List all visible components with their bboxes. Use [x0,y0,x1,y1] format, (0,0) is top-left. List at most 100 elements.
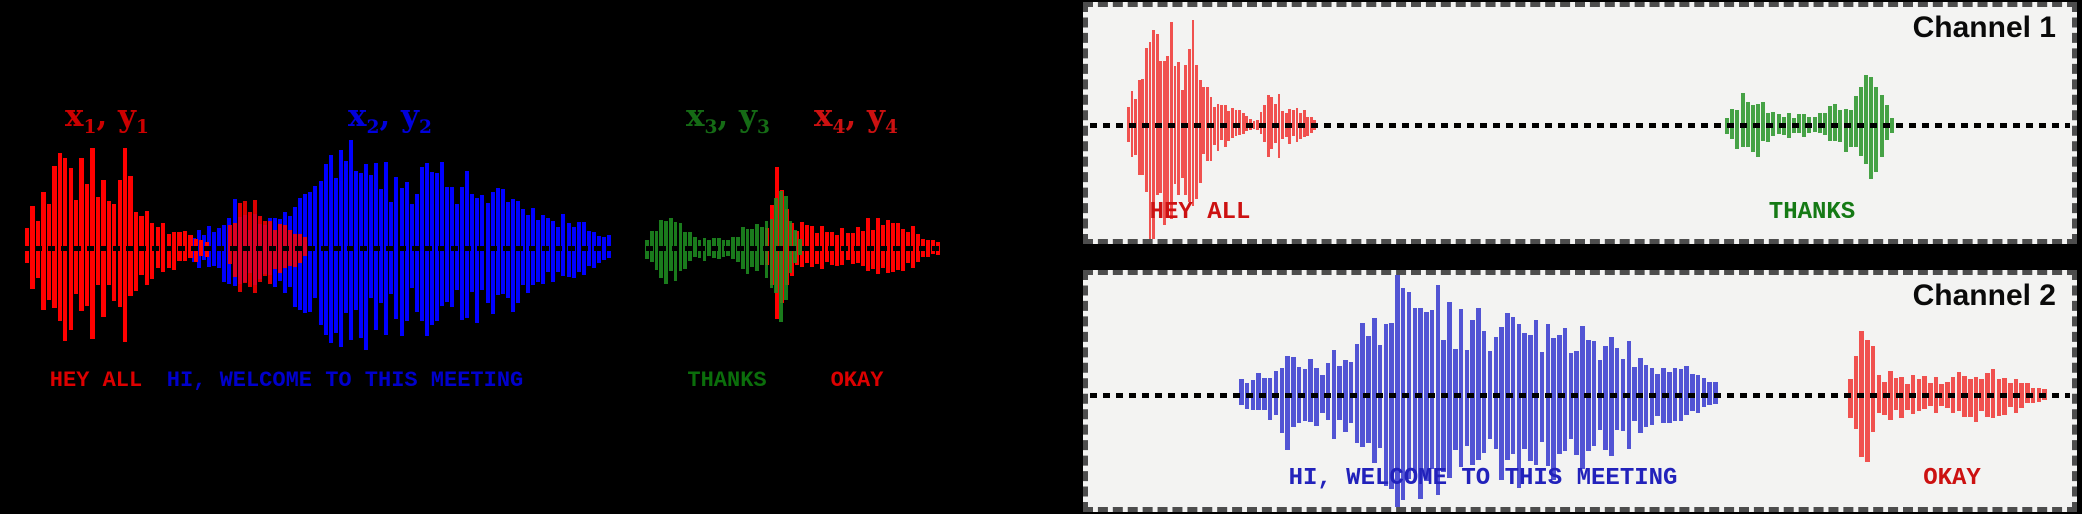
waveform-bar [1389,323,1394,490]
waveform-bar [1238,109,1241,135]
waveform-bar [1195,65,1198,199]
waveform-bar [1191,19,1195,207]
waveform-bar [308,192,313,313]
waveform-bar [1144,47,1148,193]
waveform-bar [1256,373,1261,411]
waveform-bar [1435,285,1441,495]
waveform-bar [1152,29,1155,239]
waveform-bar [1701,378,1707,407]
waveform-bar [510,199,515,313]
waveform-bar [79,158,84,312]
waveform-bar [1220,104,1224,141]
transcript: HI, WELCOME TO THIS MEETING [166,368,524,393]
waveform-bar [1476,307,1481,461]
waveform-bar [399,188,404,337]
waveform-bar [1848,378,1853,418]
waveform-bar [745,228,750,274]
waveform-bar [470,194,475,292]
waveform-bar [865,217,870,272]
waveform-bar [1551,337,1556,480]
waveform-bar [1162,61,1166,225]
waveform-bar [1447,302,1452,479]
waveform-bar [561,214,566,277]
waveform-bar [1516,323,1522,488]
channel-2-panel: HI, WELCOME TO THIS MEETING OKAY Channel … [1083,270,2077,512]
waveform-bar [546,217,551,272]
waveform-bar [1291,356,1296,428]
waveform-bar [1848,110,1853,148]
transcript: HEY ALL [49,368,143,393]
channel-title: Channel 1 [1912,11,2056,44]
speaker-label: x4, y4 [814,98,898,139]
waveform-bar [571,226,576,279]
waveform-bar [1922,375,1927,410]
waveform-bar [1481,331,1487,454]
waveform-bar [364,164,368,351]
waveform-bar [1713,382,1718,404]
waveform-bar [1348,362,1354,424]
waveform-bar [1458,308,1464,467]
waveform-bar [1614,348,1620,430]
waveform-bar [1366,335,1371,444]
waveform-bar [440,162,444,307]
waveform-bar [1239,379,1244,406]
waveform-bar [1418,308,1423,499]
waveform-bar [759,227,764,265]
waveform-bar [112,203,117,302]
waveform-bar [57,152,62,322]
waveform-bar [1383,323,1389,486]
waveform-bar [122,147,128,343]
waveform-bar [1180,90,1184,179]
transcript: HI, WELCOME TO THIS MEETING [1288,465,1678,492]
waveform-bar [1202,86,1206,155]
waveform-bar [128,175,133,296]
waveform-bar [1884,105,1889,140]
speaker-label: x2, y2 [348,98,432,139]
channel-title: Channel 2 [1912,279,2056,312]
waveform-bar [106,201,111,285]
waveform-bar [515,200,520,304]
waveform-bar [1684,366,1689,416]
waveform-bar [490,192,495,315]
waveform-bar [1177,61,1181,196]
waveform-bar [1740,93,1745,147]
waveform-bar [1956,371,1962,411]
waveform-bar [500,188,505,294]
waveform-bar [1279,367,1285,434]
transcript: THANKS [1768,199,1856,226]
transcript: THANKS [687,368,767,393]
waveform-bar [485,202,490,303]
waveform-bar [1198,79,1202,184]
waveform-bar [333,177,338,333]
waveform-bar [419,166,424,321]
waveform-bar [41,191,46,311]
waveform-bar [1690,373,1695,412]
waveform-bar [1505,312,1510,461]
waveform-bar [1761,101,1766,142]
waveform-bar [139,216,144,275]
waveform-bar [1870,346,1876,433]
waveform-bar [1755,104,1760,158]
waveform-bar [313,185,318,298]
waveform-bar [855,226,860,263]
waveform-bar [369,174,374,298]
waveform-bar [348,140,353,340]
waveform-bar [353,171,358,311]
waveform-bar [1267,378,1273,420]
waveform-bar [1522,333,1527,450]
waveform-bar [359,173,363,338]
waveform-bar [117,180,122,308]
waveform-bar [1882,382,1887,416]
waveform-bar [150,222,155,280]
waveform-bar [1412,307,1418,474]
waveform-bar [1853,95,1858,148]
mixture-baseline [22,246,948,251]
waveform-bar [1973,376,1979,422]
waveform-bar [1170,21,1173,219]
transcript: HEY ALL [1149,199,1251,226]
waveform-bar [668,217,673,272]
waveform-bar [800,222,805,267]
waveform-bar [46,203,52,300]
